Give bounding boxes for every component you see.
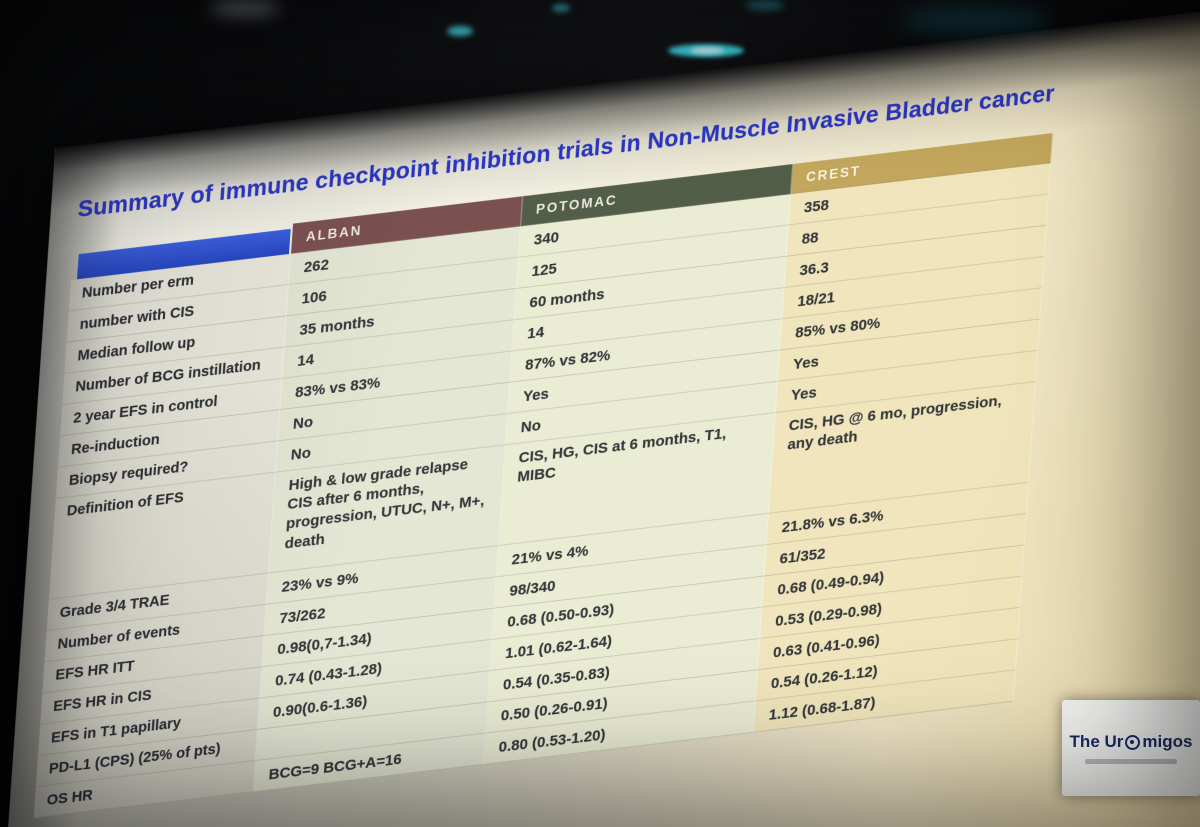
slide-content: Summary of immune checkpoint inhibition … bbox=[33, 80, 1057, 819]
cyan-light-glow bbox=[745, 0, 785, 10]
record-o-icon bbox=[1125, 734, 1141, 750]
cyan-light-streak bbox=[668, 44, 744, 57]
cyan-light-glow bbox=[552, 4, 570, 12]
white-light-glow bbox=[210, 0, 280, 16]
badge-tagline-text bbox=[1085, 759, 1177, 764]
uromigos-logo-text: The Ur migos bbox=[1070, 732, 1193, 752]
brand-suffix: migos bbox=[1142, 732, 1193, 751]
cyan-light-glow bbox=[447, 26, 473, 36]
brand-prefix: The Ur bbox=[1069, 732, 1124, 751]
uromigos-watermark: The Ur migos bbox=[1062, 700, 1200, 796]
teal-light-glow bbox=[900, 6, 1050, 32]
cyan-light-streak-core bbox=[690, 47, 724, 54]
